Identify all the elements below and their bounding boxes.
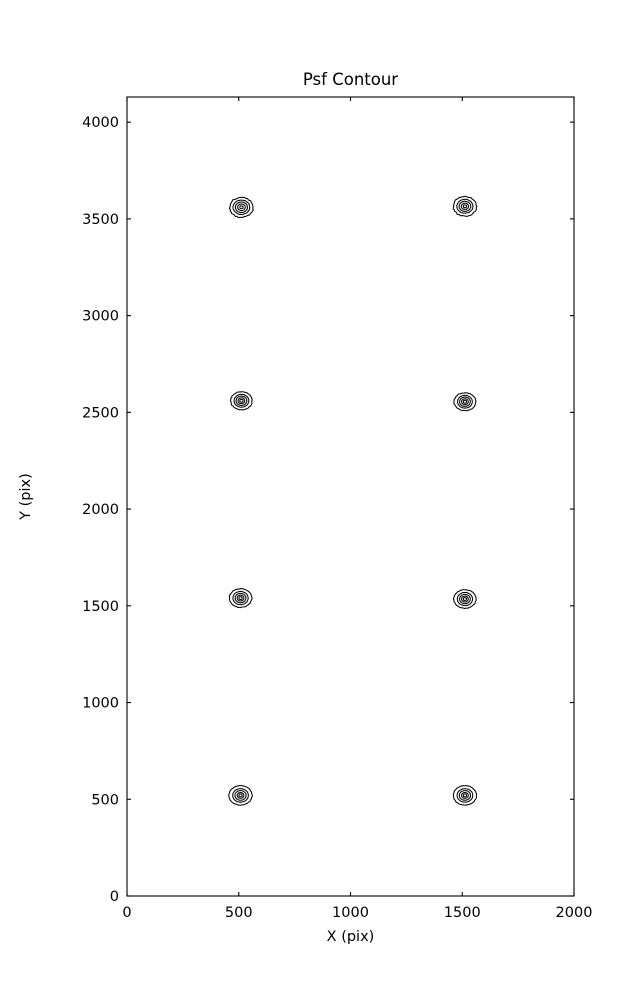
- contour-level-ring: [458, 200, 472, 212]
- contour-level-ring: [453, 392, 477, 412]
- contour-level-ring: [462, 399, 468, 404]
- x-tick-label: 1000: [332, 905, 369, 921]
- contour-level-ring: [460, 202, 470, 210]
- psf-contour-source: [229, 391, 253, 411]
- contour-level-ring: [228, 196, 254, 219]
- contour-level-ring: [234, 201, 249, 214]
- y-tick-label: 3500: [82, 212, 119, 228]
- y-tick-label: 4000: [82, 115, 119, 131]
- x-tick-label: 500: [225, 905, 253, 921]
- psf-contour-source: [228, 785, 253, 806]
- contour-level-ring: [239, 205, 244, 210]
- contour-level-ring: [238, 793, 243, 798]
- contour-level-ring: [232, 590, 249, 606]
- psf-contour-source: [228, 588, 253, 609]
- contour-level-ring: [228, 785, 253, 806]
- contour-level-ring: [456, 788, 474, 803]
- contour-level-ring: [233, 393, 250, 408]
- contour-level-ring: [462, 793, 468, 798]
- contour-level-ring: [462, 204, 468, 209]
- contour-level-ring: [232, 788, 249, 803]
- y-tick-label: 500: [91, 792, 119, 808]
- contour-level-ring: [461, 398, 469, 406]
- contour-level-ring: [452, 195, 478, 217]
- psf-contour-source: [452, 785, 478, 806]
- x-tick-label: 2000: [556, 905, 593, 921]
- y-tick-label: 2000: [82, 502, 119, 518]
- axis-tick-labels-group: 0 500 1000 1500 2000 0 500 1000 1500 2000 2500 3000…: [82, 115, 592, 921]
- contour-level-ring: [461, 595, 469, 603]
- x-tick-label: 1500: [444, 905, 481, 921]
- y-tick-label: 1500: [82, 599, 119, 615]
- contour-level-ring: [239, 398, 244, 403]
- contour-level-ring: [228, 588, 253, 609]
- contour-level-ring: [457, 394, 473, 409]
- y-tick-label: 2500: [82, 405, 119, 421]
- contour-level-ring: [238, 596, 243, 600]
- y-tick-label: 0: [110, 889, 119, 905]
- contour-level-ring: [232, 199, 251, 216]
- axes-frame-spines: [126, 96, 575, 897]
- contour-level-ring: [459, 593, 471, 605]
- contour-level-ring: [458, 790, 472, 801]
- chart-title: Psf Contour: [303, 70, 398, 89]
- x-tick-label: 0: [122, 905, 131, 921]
- y-tick-label: 1000: [82, 696, 119, 712]
- psf-contour-source: [228, 196, 254, 219]
- y-tick-label: 3000: [82, 309, 119, 325]
- contour-level-ring: [459, 396, 471, 407]
- psf-contour-source: [453, 392, 477, 412]
- contour-level-ring: [234, 592, 247, 604]
- axes-background: [127, 97, 574, 896]
- x-axis-label: X (pix): [327, 929, 375, 945]
- contour-level-ring: [462, 597, 468, 601]
- contour-level-ring: [452, 589, 477, 610]
- contour-series-group: [228, 195, 478, 806]
- contour-level-ring: [461, 791, 469, 799]
- contour-level-ring: [456, 591, 474, 607]
- contour-level-ring: [456, 198, 474, 214]
- contour-level-ring: [235, 395, 248, 406]
- contour-level-ring: [452, 785, 478, 806]
- contour-level-ring: [236, 791, 245, 799]
- contour-level-ring: [237, 397, 246, 405]
- contour-level-ring: [229, 391, 253, 411]
- contour-level-ring: [234, 790, 247, 801]
- contour-level-ring: [236, 594, 245, 602]
- psf-contour-source: [452, 589, 477, 610]
- y-axis-label: Y (pix): [18, 473, 34, 521]
- psf-contour-source: [452, 195, 478, 217]
- contour-level-ring: [237, 203, 246, 212]
